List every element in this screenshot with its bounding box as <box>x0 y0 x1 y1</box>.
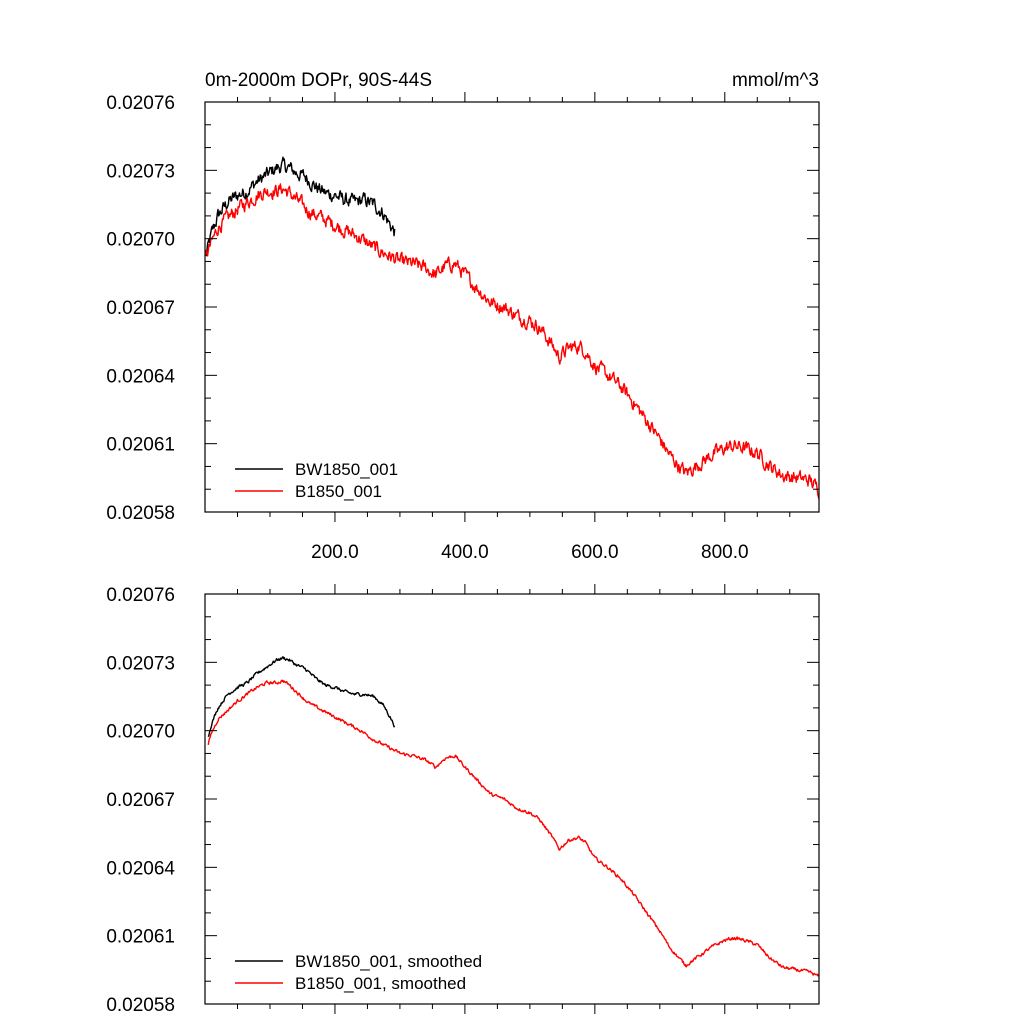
bottom-y-tick-label: 0.02058 <box>106 995 175 1016</box>
bottom-y-tick-label: 0.02076 <box>106 585 175 606</box>
top-y-tick-label: 0.02058 <box>106 503 175 524</box>
bottom-tick-labels: 0.02058 0.02061 0.02064 0.02067 0.02070 0.020… <box>106 585 175 1016</box>
top-chart-panel: 0m-2000m DOPr, 90S-44S mmol/m^3 0.020580… <box>106 70 820 563</box>
top-legend-label-bw1850: BW1850_001 <box>295 460 398 479</box>
top-x-tick-label: 800.0 <box>701 542 749 563</box>
bottom-legend-label-bw1850: BW1850_001, smoothed <box>295 952 482 971</box>
bottom-y-tick-label: 0.02070 <box>106 722 175 743</box>
top-tick-labels: 0.02058 0.02061 0.02064 0.02067 0.02070 0.020… <box>106 93 748 563</box>
bottom-y-tick-label: 0.02061 <box>106 927 175 948</box>
bottom-tick-layer <box>205 584 819 1014</box>
bottom-y-tick-label: 0.02067 <box>106 790 175 811</box>
bottom-y-tick-label: 0.02073 <box>106 653 175 674</box>
top-chart-units: mmol/m^3 <box>732 70 819 91</box>
top-chart-title: 0m-2000m DOPr, 90S-44S <box>205 70 432 91</box>
top-series-layer <box>204 156 820 500</box>
bottom-series-layer <box>207 656 820 977</box>
bottom-series-bw1850-line <box>207 656 396 738</box>
bottom-chart-panel: 0.02058 0.02061 0.02064 0.02067 0.02070 0.020… <box>106 584 820 1016</box>
top-y-tick-label: 0.02067 <box>106 298 175 319</box>
top-y-tick-label: 0.02073 <box>106 161 175 182</box>
top-y-tick-label: 0.02061 <box>106 435 175 456</box>
top-series-bw1850-line <box>205 156 396 257</box>
top-x-tick-label: 200.0 <box>311 542 359 563</box>
top-series-b1850-line <box>204 183 820 500</box>
bottom-legend: BW1850_001, smoothed B1850_001, smoothed <box>235 952 482 993</box>
top-plot-frame <box>204 101 820 513</box>
bottom-y-tick-label: 0.02064 <box>106 858 175 879</box>
bottom-plot-frame <box>204 593 820 1005</box>
top-y-tick-label: 0.02070 <box>106 230 175 251</box>
top-x-tick-label: 400.0 <box>441 542 489 563</box>
top-y-tick-label: 0.02076 <box>106 93 175 114</box>
top-legend: BW1850_001 B1850_001 <box>235 460 398 501</box>
bottom-legend-label-b1850: B1850_001, smoothed <box>295 974 466 993</box>
bottom-series-b1850-line <box>207 679 820 977</box>
top-legend-label-b1850: B1850_001 <box>295 482 382 501</box>
top-tick-layer <box>205 92 819 522</box>
top-y-tick-label: 0.02064 <box>106 366 175 387</box>
top-x-tick-label: 600.0 <box>571 542 619 563</box>
